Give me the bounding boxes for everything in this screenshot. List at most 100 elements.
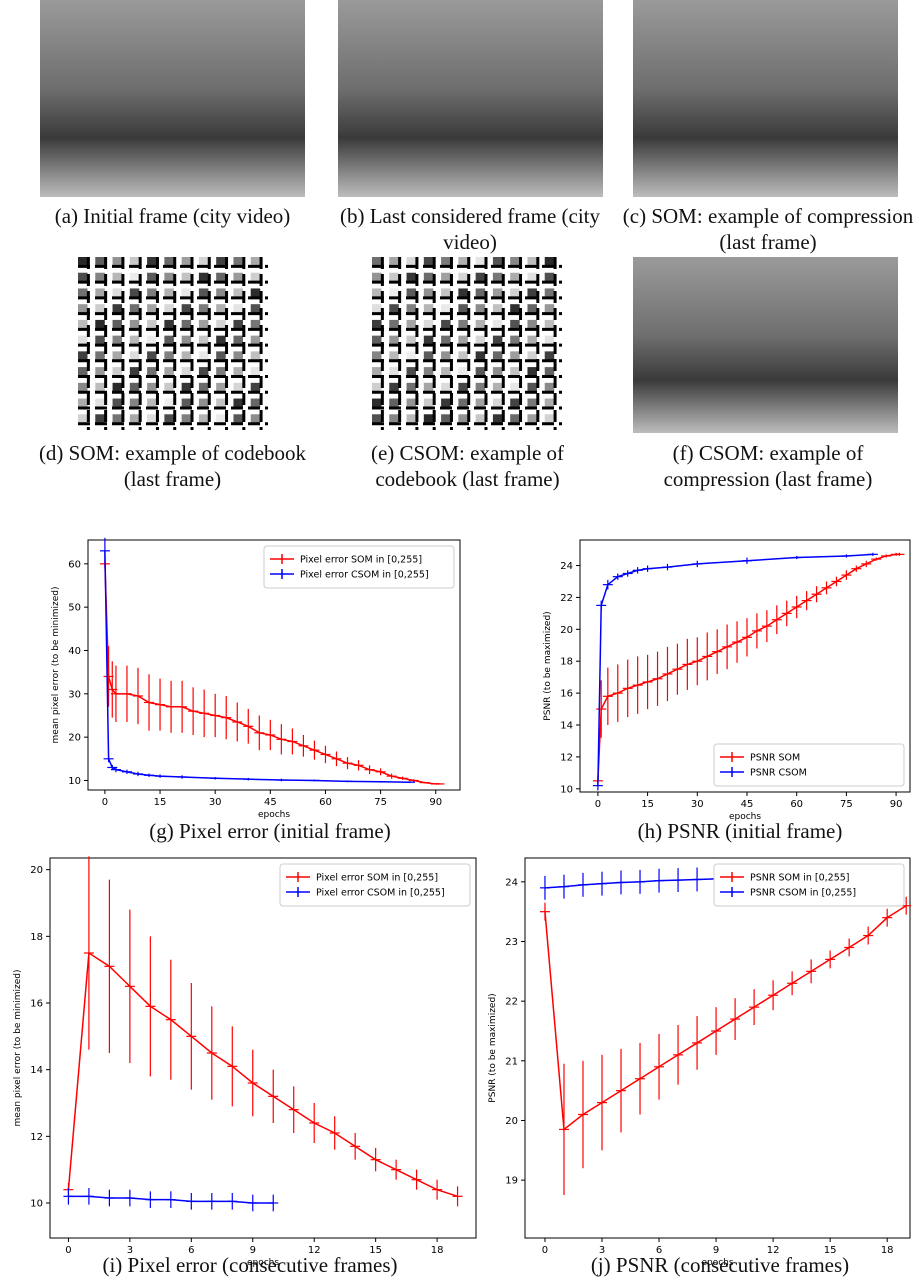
- codebook-cell: [147, 351, 157, 361]
- codebook-cell: [78, 351, 88, 361]
- codebook-cell: [458, 288, 468, 298]
- y-tick-label: 18: [560, 657, 573, 668]
- y-axis-label: mean pixel error (to be minimized): [51, 587, 61, 744]
- codebook-cell: [423, 272, 434, 282]
- codebook-cell: [233, 351, 243, 361]
- codebook-cell: [458, 414, 468, 423]
- codebook-cell: [147, 272, 157, 282]
- codebook-cell: [129, 414, 140, 423]
- codebook-cell: [78, 414, 88, 423]
- codebook-cell: [95, 382, 105, 392]
- x-tick-label: 90: [890, 799, 903, 810]
- codebook-cell: [233, 319, 243, 329]
- codebook-cell: [181, 382, 192, 392]
- codebook-cell: [233, 304, 243, 313]
- codebook-cell: [78, 367, 88, 376]
- y-tick-label: 22: [560, 593, 573, 604]
- codebook-cell: [181, 351, 192, 361]
- codebook-cell: [250, 272, 261, 282]
- codebook-cell: [181, 414, 192, 423]
- codebook-cell: [544, 304, 555, 313]
- codebook-cell: [441, 272, 451, 282]
- codebook-cell: [406, 367, 417, 376]
- x-tick-label: 9: [713, 1245, 719, 1256]
- codebook-cell: [216, 367, 226, 376]
- codebook-cell: [475, 414, 486, 423]
- plot-frame: [49, 857, 477, 1239]
- y-tick-label: 24: [505, 877, 518, 888]
- codebook-cell: [250, 398, 261, 408]
- codebook-cell: [510, 319, 520, 329]
- codebook-cell: [510, 367, 520, 376]
- codebook-cell: [164, 319, 174, 329]
- y-tick-label: 16: [560, 689, 573, 700]
- codebook-cell: [112, 272, 123, 282]
- y-tick-label: 20: [560, 625, 573, 636]
- codebook-cell: [372, 335, 382, 345]
- y-tick-label: 10: [68, 776, 81, 787]
- codebook-cell: [389, 288, 399, 298]
- caption: (b) Last considered frame (city video): [339, 204, 601, 254]
- caption: (f) CSOM: example of compression (last f…: [663, 441, 873, 491]
- codebook-cell: [406, 351, 417, 361]
- caption: (d) SOM: example of codebook (last frame…: [38, 441, 307, 491]
- codebook-cell: [475, 382, 486, 392]
- codebook-cell: [164, 288, 174, 298]
- codebook-cell: [129, 382, 140, 392]
- codebook-cell: [441, 288, 451, 298]
- codebook-cell: [233, 257, 243, 266]
- codebook-cell: [458, 257, 468, 266]
- codebook-cell: [492, 351, 503, 361]
- codebook-cell: [389, 272, 399, 282]
- codebook-cell: [492, 414, 503, 423]
- caption: (a) Initial frame (city video): [54, 204, 291, 228]
- x-tick-label: 60: [790, 799, 803, 810]
- codebook-cell: [527, 398, 537, 408]
- plot-frame: [87, 539, 461, 791]
- x-tick-label: 3: [127, 1245, 133, 1256]
- x-axis-label: epochs: [729, 812, 761, 822]
- codebook-cell: [147, 367, 157, 376]
- codebook-cell: [458, 398, 468, 408]
- codebook-cell: [95, 398, 105, 408]
- y-tick-label: 18: [30, 932, 43, 943]
- codebook-cell: [95, 319, 105, 329]
- codebook-cell: [527, 382, 537, 392]
- series-line: [67, 951, 458, 1198]
- codebook-cell: [181, 319, 192, 329]
- codebook-cell: [372, 414, 382, 423]
- codebook-cell: [129, 398, 140, 408]
- codebook-cell: [216, 414, 226, 423]
- codebook-cell: [129, 304, 140, 313]
- x-tick-label: 90: [429, 797, 442, 808]
- codebook-cell: [423, 304, 434, 313]
- photo: [633, 257, 898, 433]
- x-tick-label: 18: [881, 1245, 894, 1256]
- codebook-cell: [389, 414, 399, 423]
- y-tick-label: 14: [560, 721, 573, 732]
- codebook-cell: [112, 304, 123, 313]
- codebook-cell: [112, 414, 123, 423]
- codebook-cell: [389, 304, 399, 313]
- x-tick-label: 60: [319, 797, 332, 808]
- codebook-cell: [164, 304, 174, 313]
- codebook-cell: [423, 382, 434, 392]
- codebook-cell: [198, 414, 209, 423]
- legend-label: Pixel error CSOM in [0,255]: [316, 888, 445, 899]
- x-tick-label: 15: [154, 797, 167, 808]
- y-tick-label: 10: [30, 1199, 43, 1210]
- legend-label: PSNR SOM in [0,255]: [750, 873, 850, 884]
- codebook-cell: [181, 335, 192, 345]
- codebook-cell: [216, 319, 226, 329]
- codebook-cell: [164, 382, 174, 392]
- codebook-cell: [423, 398, 434, 408]
- codebook-cell: [372, 382, 382, 392]
- codebook-cell: [198, 272, 209, 282]
- codebook-cell: [510, 257, 520, 266]
- codebook-cell: [112, 351, 123, 361]
- codebook-cell: [181, 272, 192, 282]
- codebook-cell: [78, 257, 88, 266]
- y-tick-label: 23: [505, 937, 518, 948]
- codebook-cell: [372, 319, 382, 329]
